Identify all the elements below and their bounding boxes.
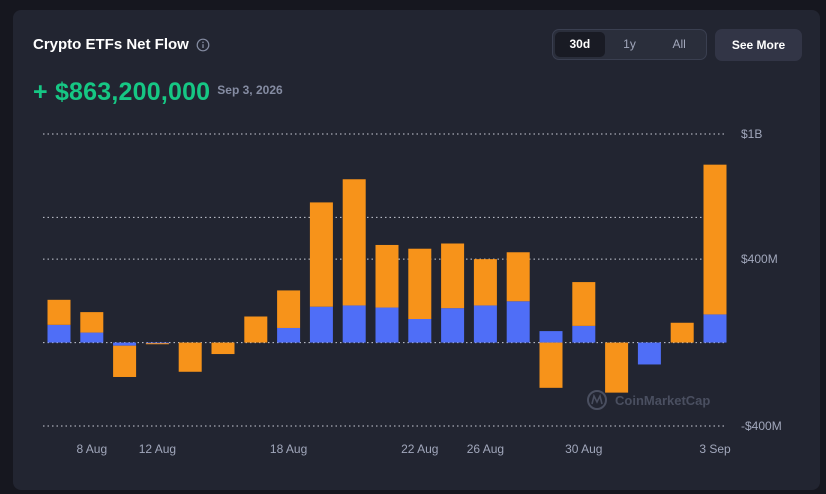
flow-bar-segment[interactable]	[441, 243, 465, 309]
flow-bar-segment[interactable]	[441, 308, 465, 343]
y-axis-labels: $1B $400M -$400M	[741, 127, 782, 433]
flow-bar-segment[interactable]	[342, 179, 366, 306]
flow-bar-segment[interactable]	[277, 327, 301, 343]
title-row: Crypto ETFs Net Flow	[33, 36, 210, 53]
flow-bar-segment[interactable]	[473, 305, 497, 343]
flow-bar-segment[interactable]	[506, 301, 530, 343]
bars-layer	[47, 164, 727, 393]
flow-bar-segment[interactable]	[145, 343, 169, 345]
flow-bar-segment[interactable]	[47, 324, 71, 343]
flow-bar-segment[interactable]	[605, 342, 629, 393]
flow-bar-segment[interactable]	[539, 342, 563, 388]
flow-bar-segment[interactable]	[113, 342, 137, 346]
flow-bar-segment[interactable]	[309, 306, 333, 343]
flow-bar-segment[interactable]	[375, 307, 399, 343]
tab-30d[interactable]: 30d	[555, 32, 605, 57]
flow-bar-segment[interactable]	[342, 305, 366, 343]
watermark-text: CoinMarketCap	[615, 393, 710, 408]
flow-bar-segment[interactable]	[244, 316, 268, 343]
x-tick-label: 3 Sep	[699, 442, 731, 456]
flow-bar-segment[interactable]	[539, 331, 563, 343]
flow-bar-segment[interactable]	[80, 312, 104, 333]
watermark: CoinMarketCap	[587, 390, 710, 410]
x-tick-label: 22 Aug	[401, 442, 438, 456]
flow-bar-segment[interactable]	[277, 290, 301, 328]
see-more-button[interactable]: See More	[715, 29, 802, 61]
coinmarketcap-logo-icon	[587, 390, 607, 410]
x-tick-label: 12 Aug	[139, 442, 176, 456]
y-tick-label: $1B	[741, 127, 762, 141]
flow-bar-segment[interactable]	[408, 319, 432, 343]
flow-bar-segment[interactable]	[473, 259, 497, 306]
flow-bar-segment[interactable]	[572, 282, 596, 326]
flow-bar-segment[interactable]	[80, 332, 104, 343]
flow-bar-segment[interactable]	[506, 252, 530, 302]
x-tick-label: 8 Aug	[76, 442, 107, 456]
net-flow-date: Sep 3, 2026	[217, 83, 283, 97]
tab-all[interactable]: All	[672, 37, 686, 51]
flow-bar-segment[interactable]	[670, 322, 694, 343]
flow-bar-segment[interactable]	[145, 342, 169, 344]
flow-bar-segment[interactable]	[309, 202, 333, 307]
x-tick-label: 18 Aug	[270, 442, 307, 456]
flow-bar-segment[interactable]	[637, 342, 661, 365]
x-tick-label: 30 Aug	[565, 442, 602, 456]
flow-bar-segment[interactable]	[703, 314, 727, 343]
flow-bar-segment[interactable]	[211, 342, 235, 355]
etf-net-flow-card: Crypto ETFs Net Flow 30d 1y All See More…	[13, 10, 820, 490]
summary-row: + $863,200,000 Sep 3, 2026	[33, 78, 283, 107]
flow-bar-segment[interactable]	[375, 244, 399, 308]
flow-bar-segment[interactable]	[113, 345, 137, 377]
x-tick-label: 26 Aug	[467, 442, 504, 456]
flow-bar-segment[interactable]	[703, 164, 727, 315]
flow-bar-segment[interactable]	[47, 299, 71, 325]
x-axis-labels: 8 Aug 12 Aug 18 Aug 22 Aug 26 Aug 30 Aug 3 Sep	[76, 442, 731, 456]
flow-bar-segment[interactable]	[408, 248, 432, 320]
timeframe-tabs: 30d 1y All	[552, 29, 707, 60]
flow-bar-segment[interactable]	[178, 342, 202, 372]
info-icon[interactable]	[196, 38, 210, 52]
y-tick-label: $400M	[741, 252, 778, 266]
flow-bar-segment[interactable]	[572, 325, 596, 343]
net-flow-value: + $863,200,000	[33, 78, 211, 106]
card-title: Crypto ETFs Net Flow	[33, 36, 189, 53]
tab-1y[interactable]: 1y	[623, 37, 636, 51]
y-tick-label: -$400M	[741, 419, 782, 433]
